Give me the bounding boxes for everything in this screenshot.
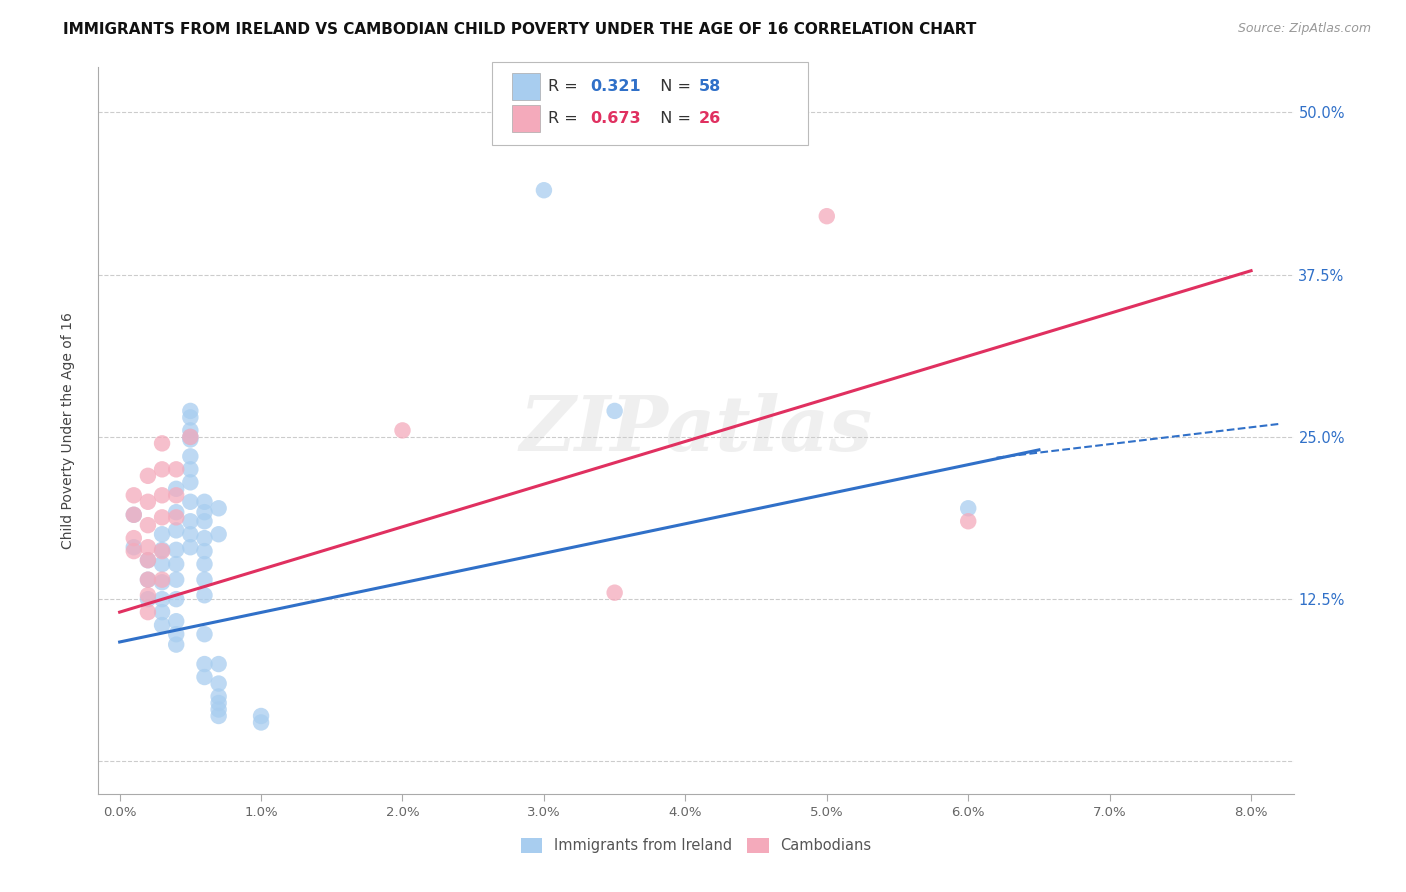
Point [165,542,187,557]
Point [533,183,555,197]
Point [150,544,173,558]
Point [957,501,980,516]
Text: ZIPatlas: ZIPatlas [519,393,873,467]
Text: R =: R = [548,79,583,94]
Point [250,715,273,730]
Point [179,410,201,425]
Text: 0.321: 0.321 [591,79,641,94]
Point [165,505,187,519]
Point [208,676,231,690]
Point [208,709,231,723]
Point [208,501,231,516]
Point [603,585,626,599]
Point [150,542,173,557]
Point [208,696,231,710]
Text: R =: R = [548,112,583,126]
Point [122,544,145,558]
Point [193,627,215,641]
Y-axis label: Child Poverty Under the Age of 16: Child Poverty Under the Age of 16 [60,312,75,549]
Point [179,462,201,476]
Point [150,462,173,476]
Point [136,468,159,483]
Text: N =: N = [650,112,696,126]
Point [179,430,201,444]
Point [179,540,201,554]
Point [136,553,159,567]
Point [136,573,159,587]
Point [150,527,173,541]
Legend: Immigrants from Ireland, Cambodians: Immigrants from Ireland, Cambodians [515,832,877,859]
Point [165,573,187,587]
Point [603,404,626,418]
Text: 58: 58 [699,79,721,94]
Point [250,709,273,723]
Point [208,690,231,704]
Point [122,508,145,522]
Point [179,404,201,418]
Point [179,430,201,444]
Point [150,557,173,571]
Point [122,540,145,554]
Point [165,614,187,628]
Point [391,424,413,438]
Text: Source: ZipAtlas.com: Source: ZipAtlas.com [1237,22,1371,36]
Point [957,514,980,528]
Point [165,510,187,524]
Point [165,462,187,476]
Point [165,482,187,496]
Point [150,618,173,632]
Point [150,592,173,607]
Point [165,524,187,538]
Text: 0.673: 0.673 [591,112,641,126]
Point [150,573,173,587]
Point [208,702,231,716]
Point [165,638,187,652]
Point [136,592,159,607]
Point [193,531,215,545]
Point [150,605,173,619]
Point [165,592,187,607]
Point [165,488,187,502]
Point [193,588,215,602]
Point [165,627,187,641]
Point [136,518,159,533]
Point [150,436,173,450]
Point [193,670,215,684]
Point [136,605,159,619]
Point [193,514,215,528]
Point [193,573,215,587]
Point [193,544,215,558]
Point [122,508,145,522]
Point [208,657,231,671]
Point [165,557,187,571]
Text: IMMIGRANTS FROM IRELAND VS CAMBODIAN CHILD POVERTY UNDER THE AGE OF 16 CORRELATI: IMMIGRANTS FROM IRELAND VS CAMBODIAN CHI… [63,22,977,37]
Point [208,527,231,541]
Point [136,495,159,509]
Point [179,433,201,447]
Point [179,424,201,438]
Point [122,488,145,502]
Point [136,573,159,587]
Point [150,510,173,524]
Point [150,488,173,502]
Point [193,495,215,509]
Point [122,531,145,545]
Point [179,514,201,528]
Point [179,475,201,490]
Point [193,505,215,519]
Point [179,495,201,509]
Point [136,540,159,554]
Point [815,209,838,223]
Point [136,553,159,567]
Text: N =: N = [650,79,696,94]
Point [136,588,159,602]
Text: 26: 26 [699,112,721,126]
Point [150,575,173,590]
Point [193,557,215,571]
Point [179,527,201,541]
Point [193,657,215,671]
Point [179,450,201,464]
